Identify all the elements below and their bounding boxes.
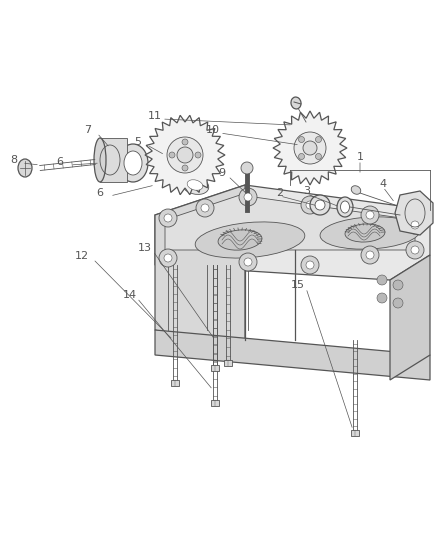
Polygon shape <box>224 360 232 366</box>
Circle shape <box>306 201 314 209</box>
Ellipse shape <box>320 217 420 249</box>
Polygon shape <box>171 380 179 386</box>
Circle shape <box>366 211 374 219</box>
Circle shape <box>159 249 177 267</box>
Circle shape <box>169 152 175 158</box>
Circle shape <box>239 253 257 271</box>
Circle shape <box>244 193 252 201</box>
Polygon shape <box>100 138 127 182</box>
Text: 15: 15 <box>291 280 305 290</box>
Polygon shape <box>273 111 347 185</box>
Circle shape <box>361 246 379 264</box>
Circle shape <box>366 251 374 259</box>
Circle shape <box>315 154 321 159</box>
Text: 4: 4 <box>379 179 387 189</box>
Ellipse shape <box>195 222 305 258</box>
Circle shape <box>306 261 314 269</box>
Polygon shape <box>155 185 245 355</box>
Circle shape <box>406 216 424 234</box>
Text: 10: 10 <box>206 125 220 135</box>
Ellipse shape <box>118 144 148 182</box>
Ellipse shape <box>291 97 301 109</box>
Circle shape <box>196 199 214 217</box>
Text: 12: 12 <box>75 251 89 261</box>
Text: 3: 3 <box>304 186 311 196</box>
Ellipse shape <box>187 180 203 190</box>
Polygon shape <box>211 400 219 406</box>
Circle shape <box>411 246 419 254</box>
Circle shape <box>164 254 172 262</box>
Text: 5: 5 <box>134 137 141 147</box>
Text: 14: 14 <box>123 290 137 300</box>
Circle shape <box>201 204 209 212</box>
Polygon shape <box>155 330 430 380</box>
Circle shape <box>301 196 319 214</box>
Circle shape <box>411 221 419 229</box>
Circle shape <box>182 165 188 171</box>
Circle shape <box>315 136 321 142</box>
Circle shape <box>164 214 172 222</box>
Circle shape <box>301 256 319 274</box>
Ellipse shape <box>337 197 353 217</box>
Ellipse shape <box>124 151 142 175</box>
Circle shape <box>244 258 252 266</box>
Text: 6: 6 <box>96 188 103 198</box>
Polygon shape <box>155 185 430 280</box>
Text: 13: 13 <box>138 243 152 253</box>
Ellipse shape <box>181 175 209 195</box>
Circle shape <box>377 275 387 285</box>
Polygon shape <box>395 191 433 235</box>
Ellipse shape <box>345 224 385 242</box>
Ellipse shape <box>340 201 350 213</box>
Polygon shape <box>211 365 219 371</box>
Text: 8: 8 <box>11 155 18 165</box>
Text: 11: 11 <box>148 111 162 121</box>
Ellipse shape <box>218 230 262 250</box>
Circle shape <box>406 241 424 259</box>
Text: 7: 7 <box>85 125 92 135</box>
Circle shape <box>310 195 330 215</box>
Circle shape <box>303 141 317 155</box>
Text: 9: 9 <box>219 168 226 178</box>
Circle shape <box>294 132 326 164</box>
Text: 6: 6 <box>57 157 64 167</box>
Circle shape <box>177 147 193 163</box>
Circle shape <box>167 137 203 173</box>
Text: 1: 1 <box>357 152 364 162</box>
Circle shape <box>159 209 177 227</box>
Ellipse shape <box>18 159 32 177</box>
Circle shape <box>239 188 257 206</box>
Polygon shape <box>351 430 359 436</box>
Circle shape <box>361 206 379 224</box>
Text: 2: 2 <box>276 188 283 198</box>
Polygon shape <box>145 115 225 195</box>
Circle shape <box>393 298 403 308</box>
Ellipse shape <box>94 138 106 182</box>
Circle shape <box>393 280 403 290</box>
Circle shape <box>377 293 387 303</box>
Circle shape <box>195 152 201 158</box>
Circle shape <box>315 200 325 210</box>
Ellipse shape <box>351 185 361 194</box>
Circle shape <box>182 139 188 145</box>
Polygon shape <box>165 195 415 250</box>
Circle shape <box>241 162 253 174</box>
Circle shape <box>299 154 304 159</box>
Polygon shape <box>390 255 430 380</box>
Circle shape <box>299 136 304 142</box>
